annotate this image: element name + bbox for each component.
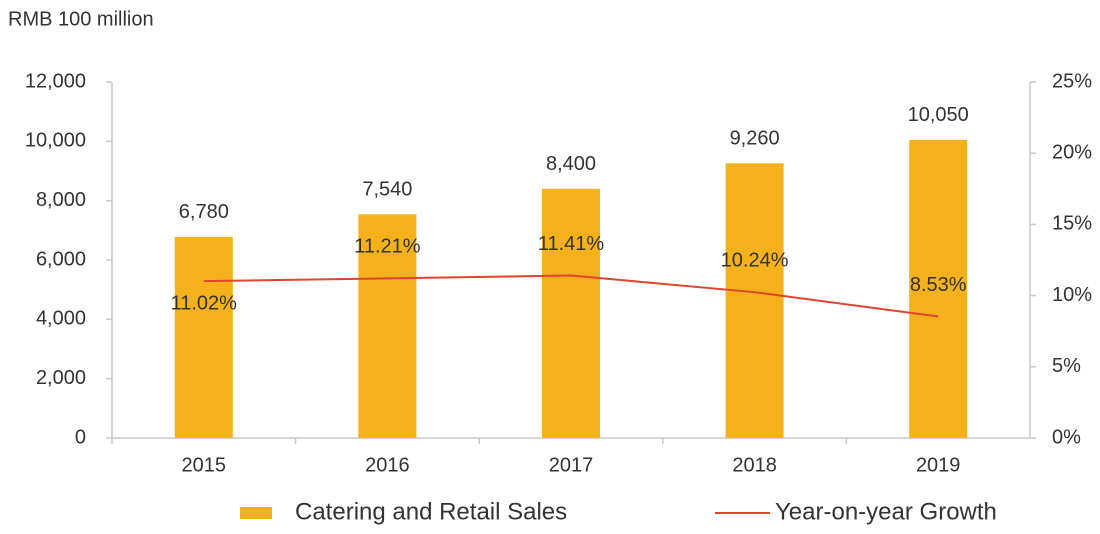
bar [358, 214, 417, 438]
bar [725, 163, 784, 438]
bar [174, 236, 233, 438]
legend-swatch [240, 507, 272, 519]
y2-tick-label: 10% [1052, 284, 1092, 306]
bar-value-label: 6,780 [179, 201, 229, 223]
line-value-label: 11.41% [538, 233, 605, 255]
y-tick-label: 10,000 [25, 130, 86, 152]
bar-value-label: 8,400 [546, 153, 596, 175]
bar [542, 188, 600, 438]
bar [909, 139, 968, 438]
x-tick-label: 2019 [916, 454, 961, 476]
y-tick-label: 0 [75, 426, 86, 448]
x-tick-label: 2017 [549, 454, 594, 476]
bar-value-label: 10,050 [908, 104, 969, 126]
y-tick-label: 2,000 [36, 367, 86, 389]
y2-tick-label: 5% [1052, 355, 1081, 377]
legend-label: Catering and Retail Sales [295, 498, 567, 525]
x-tick-label: 2018 [732, 454, 777, 476]
y-tick-label: 8,000 [36, 189, 86, 211]
line-value-label: 11.21% [354, 236, 421, 258]
y-tick-label: 6,000 [36, 248, 86, 270]
legend-label: Year-on-year Growth [775, 498, 997, 525]
line-value-label: 11.02% [171, 292, 238, 314]
y2-tick-label: 0% [1052, 426, 1081, 448]
x-tick-label: 2016 [365, 454, 410, 476]
y-tick-label: 12,000 [25, 70, 86, 92]
line [203, 274, 939, 318]
y2-tick-label: 15% [1052, 213, 1092, 235]
y-tick-label: 4,000 [36, 308, 86, 330]
bar-value-label: 9,260 [730, 128, 780, 150]
y2-tick-label: 25% [1052, 70, 1092, 92]
bar-value-label: 7,540 [362, 179, 412, 201]
y2-tick-label: 20% [1052, 141, 1092, 163]
line-value-label: 10.24% [721, 249, 789, 271]
x-tick-label: 2015 [182, 454, 227, 476]
line-value-label: 8.53% [910, 274, 967, 296]
y-axis-unit: RMB 100 million [8, 8, 154, 30]
